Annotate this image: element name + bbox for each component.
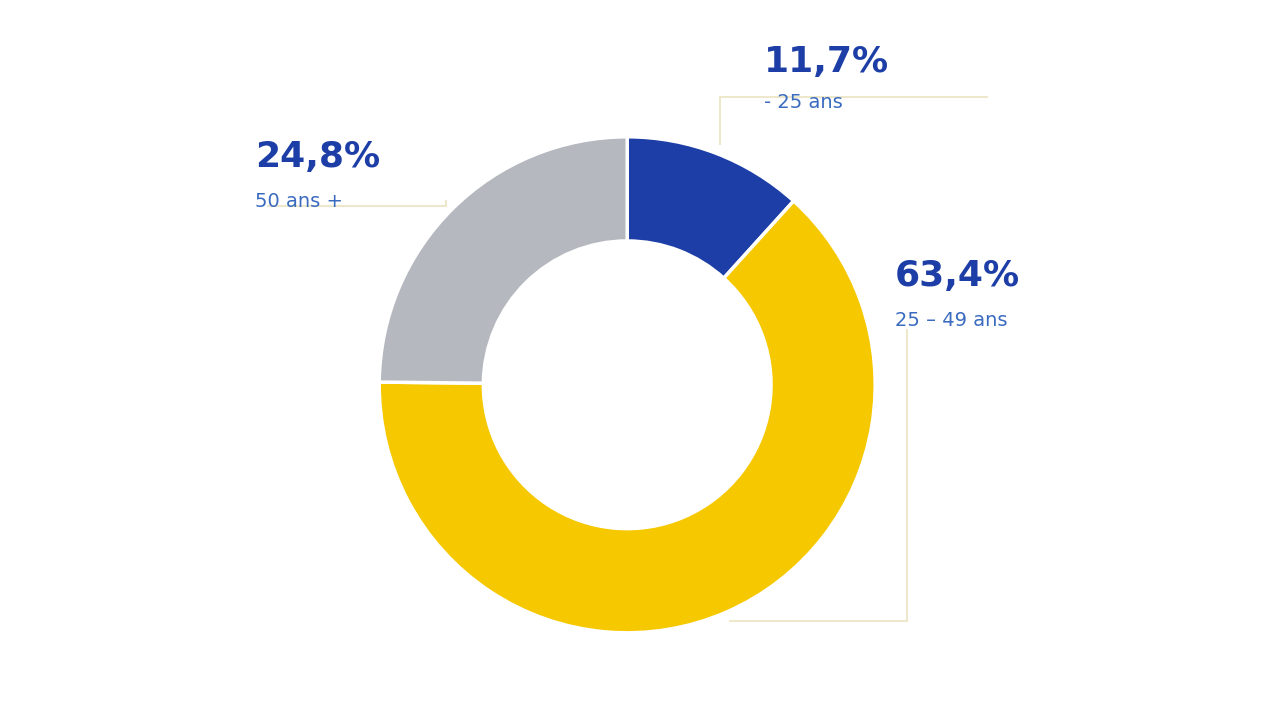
Text: 25 – 49 ans: 25 – 49 ans xyxy=(895,311,1007,330)
Text: 11,7%: 11,7% xyxy=(764,45,888,79)
Wedge shape xyxy=(379,137,627,383)
Wedge shape xyxy=(627,137,794,278)
Text: - 25 ans: - 25 ans xyxy=(764,93,842,112)
Text: 63,4%: 63,4% xyxy=(895,258,1020,292)
Text: 24,8%: 24,8% xyxy=(255,140,380,174)
Text: 50 ans +: 50 ans + xyxy=(255,192,343,211)
Text: Âge: Âge xyxy=(88,66,168,107)
Wedge shape xyxy=(379,201,876,633)
